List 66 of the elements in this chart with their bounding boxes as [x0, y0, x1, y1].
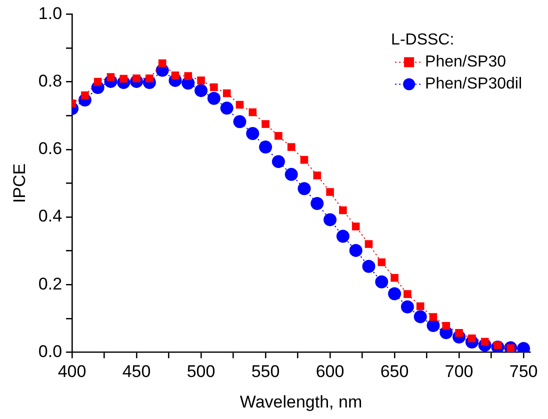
point — [171, 71, 180, 80]
point — [310, 196, 324, 210]
point — [274, 132, 282, 140]
point — [287, 143, 296, 151]
y-tick-label: 0.2 — [38, 274, 62, 294]
point — [429, 313, 438, 321]
point — [442, 322, 450, 330]
point — [246, 127, 260, 140]
point — [220, 102, 234, 115]
x-tick-label: 550 — [251, 362, 280, 382]
point — [426, 319, 440, 332]
point — [326, 188, 334, 196]
point — [262, 120, 270, 128]
point — [184, 72, 192, 80]
x-tick-label: 500 — [186, 362, 216, 382]
point — [194, 84, 208, 98]
y-axis-title: IPCE — [10, 163, 29, 204]
legend-label: Phen/SP30 — [425, 54, 506, 71]
point — [339, 206, 347, 214]
x-tick-label: 450 — [122, 362, 151, 382]
point — [197, 76, 205, 84]
point — [298, 182, 311, 196]
y-tick-label: 0.8 — [38, 71, 62, 90]
point — [324, 213, 337, 226]
legend-label: Phen/SP30dil — [425, 76, 522, 93]
point — [233, 115, 246, 128]
point — [375, 275, 388, 288]
point — [336, 230, 350, 243]
point — [313, 172, 322, 180]
y-tick-label: 0.4 — [38, 206, 62, 226]
point — [362, 260, 376, 273]
point — [404, 290, 412, 298]
y-tick-label: 1.0 — [38, 4, 62, 23]
point — [272, 155, 285, 168]
point — [207, 92, 220, 105]
x-tick-label: 700 — [444, 362, 474, 382]
x-tick-label: 600 — [316, 362, 344, 382]
legend-title: L-DSSC: — [391, 32, 454, 49]
point — [349, 244, 362, 257]
point — [414, 310, 427, 324]
point — [94, 78, 102, 86]
point — [106, 73, 115, 81]
point — [300, 156, 308, 164]
point — [81, 91, 89, 100]
point — [455, 329, 463, 337]
point — [259, 140, 272, 154]
point — [364, 240, 373, 248]
point — [388, 287, 402, 300]
point — [236, 100, 244, 109]
point — [248, 108, 257, 116]
point — [284, 168, 298, 181]
x-tick-label: 650 — [380, 362, 409, 382]
y-tick-label: 0.6 — [38, 139, 62, 158]
point — [390, 274, 398, 282]
point — [146, 74, 154, 82]
point — [352, 222, 360, 230]
point — [210, 83, 218, 92]
y-tick-label: 0.0 — [38, 342, 62, 361]
point — [222, 89, 231, 98]
x-axis-title: Wavelength, nm — [240, 392, 362, 412]
x-tick-label: 400 — [58, 362, 86, 382]
point — [400, 300, 414, 314]
point — [158, 59, 166, 68]
point — [378, 258, 386, 266]
x-tick-label: 750 — [509, 362, 538, 382]
point — [416, 302, 424, 310]
